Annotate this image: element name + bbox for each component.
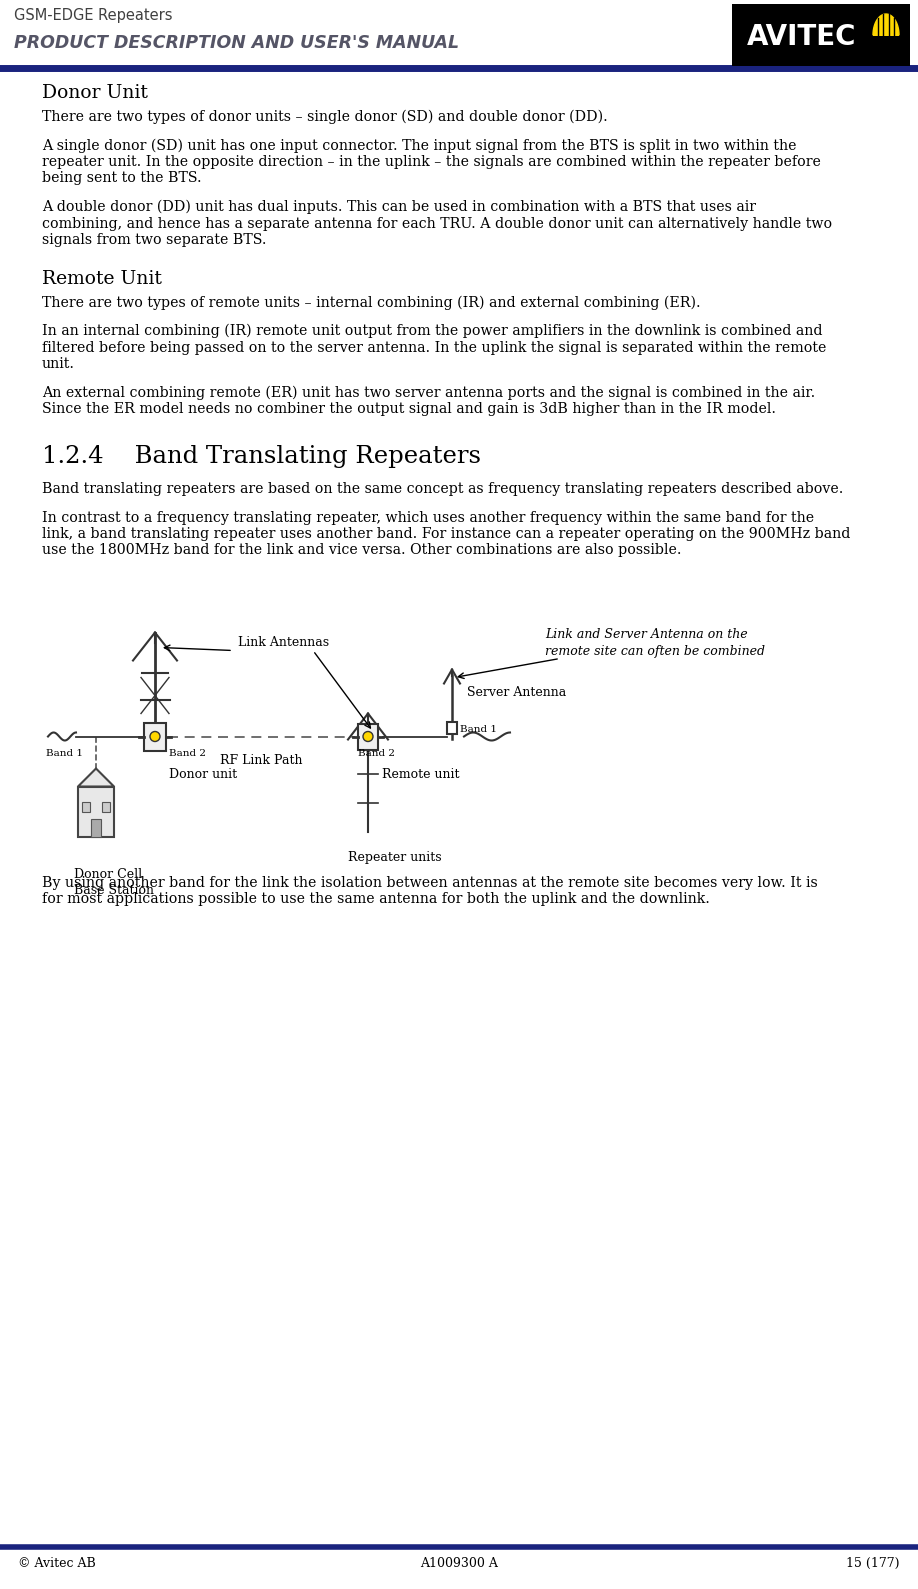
Circle shape xyxy=(363,731,373,742)
Text: Band 2: Band 2 xyxy=(169,748,206,758)
Text: By using another band for the link the isolation between antennas at the remote : By using another band for the link the i… xyxy=(42,876,818,906)
Text: Remote unit: Remote unit xyxy=(382,769,460,782)
Text: 1.2.4    Band Translating Repeaters: 1.2.4 Band Translating Repeaters xyxy=(42,445,481,467)
Text: Remote Unit: Remote Unit xyxy=(42,270,162,288)
Text: Donor unit: Donor unit xyxy=(169,769,237,782)
Polygon shape xyxy=(873,14,899,35)
Text: Server Antenna: Server Antenna xyxy=(467,686,566,699)
Bar xyxy=(447,721,457,734)
Bar xyxy=(102,801,110,812)
Text: A double donor (DD) unit has dual inputs. This can be used in combination with a: A double donor (DD) unit has dual inputs… xyxy=(42,200,832,246)
Text: GSM-EDGE Repeaters: GSM-EDGE Repeaters xyxy=(14,8,173,22)
Text: Donor Unit: Donor Unit xyxy=(42,84,148,102)
Text: PRODUCT DESCRIPTION AND USER'S MANUAL: PRODUCT DESCRIPTION AND USER'S MANUAL xyxy=(14,33,459,52)
Text: Band 2: Band 2 xyxy=(358,748,395,758)
Bar xyxy=(91,818,101,836)
Text: In contrast to a frequency translating repeater, which uses another frequency wi: In contrast to a frequency translating r… xyxy=(42,512,850,558)
Circle shape xyxy=(150,731,160,742)
Text: A single donor (SD) unit has one input connector. The input signal from the BTS : A single donor (SD) unit has one input c… xyxy=(42,138,821,186)
Text: There are two types of remote units – internal combining (IR) and external combi: There are two types of remote units – in… xyxy=(42,296,700,310)
Text: RF Link Path: RF Link Path xyxy=(219,755,302,767)
Bar xyxy=(732,5,910,67)
Bar xyxy=(78,787,114,836)
Bar xyxy=(144,723,166,750)
Text: AVITEC: AVITEC xyxy=(747,22,856,51)
Text: remote site can often be combined: remote site can often be combined xyxy=(545,645,765,658)
Bar xyxy=(358,723,378,750)
Text: A1009300 A: A1009300 A xyxy=(420,1557,498,1570)
Text: Link and Server Antenna on the: Link and Server Antenna on the xyxy=(545,629,747,642)
Text: There are two types of donor units – single donor (SD) and double donor (DD).: There are two types of donor units – sin… xyxy=(42,110,608,124)
Text: Link Antennas: Link Antennas xyxy=(238,637,330,650)
Text: Donor Cell
Base Station: Donor Cell Base Station xyxy=(74,869,154,896)
Text: Band 1: Band 1 xyxy=(46,748,83,758)
Text: Repeater units: Repeater units xyxy=(348,852,442,864)
Text: Band translating repeaters are based on the same concept as frequency translatin: Band translating repeaters are based on … xyxy=(42,483,844,496)
Text: An external combining remote (ER) unit has two server antenna ports and the sign: An external combining remote (ER) unit h… xyxy=(42,386,815,416)
Text: © Avitec AB: © Avitec AB xyxy=(18,1557,95,1570)
Polygon shape xyxy=(78,769,114,787)
Text: Band 1: Band 1 xyxy=(460,725,497,734)
Text: 15 (177): 15 (177) xyxy=(846,1557,900,1570)
Text: In an internal combining (IR) remote unit output from the power amplifiers in th: In an internal combining (IR) remote uni… xyxy=(42,324,826,370)
Bar xyxy=(82,801,90,812)
